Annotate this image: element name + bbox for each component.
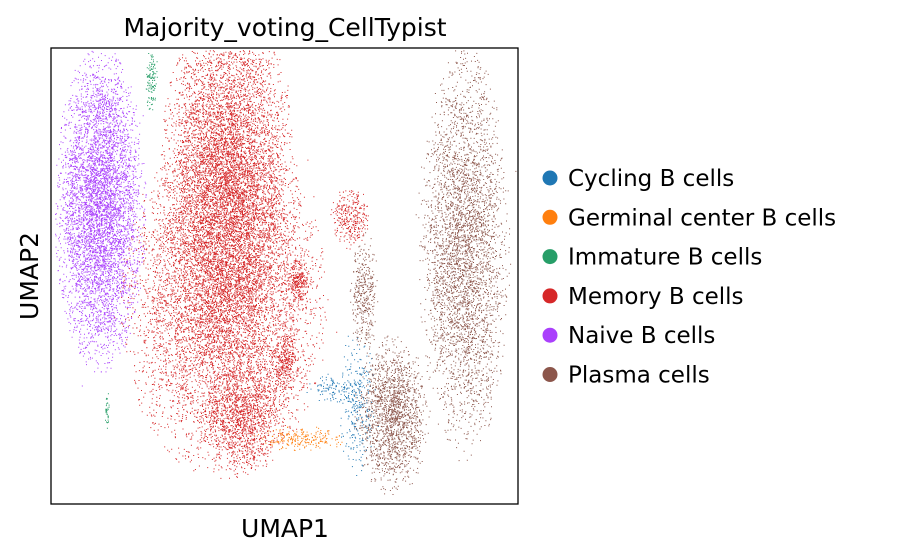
legend-marker bbox=[542, 327, 558, 343]
legend-label: Cycling B cells bbox=[568, 166, 734, 192]
legend-label: Germinal center B cells bbox=[568, 205, 836, 231]
scatter-point-cloud bbox=[306, 335, 379, 476]
legend-marker bbox=[542, 249, 558, 265]
legend-label: Naive B cells bbox=[568, 323, 715, 349]
legend: Cycling B cells Germinal center B cells Im… bbox=[542, 166, 836, 389]
scatter-points bbox=[55, 50, 517, 496]
scatter-point-cloud bbox=[349, 50, 517, 496]
plot-frame bbox=[50, 47, 519, 505]
series-naive-b-cells bbox=[55, 50, 147, 387]
scatter-point-cloud bbox=[253, 426, 343, 451]
legend-label: Plasma cells bbox=[568, 363, 710, 389]
series-germinal-center-b-cells bbox=[253, 426, 343, 451]
chart-title: Majority_voting_CellTypist bbox=[123, 13, 446, 42]
legend-marker bbox=[542, 170, 558, 186]
y-axis-label: UMAP2 bbox=[15, 232, 44, 320]
legend-label: Memory B cells bbox=[568, 284, 744, 310]
legend-marker bbox=[542, 288, 558, 304]
scatter-point-cloud bbox=[114, 50, 369, 479]
x-axis-label: UMAP1 bbox=[241, 514, 329, 543]
legend-label: Immature B cells bbox=[568, 245, 762, 271]
series-memory-b-cells bbox=[114, 50, 369, 479]
series-plasma-cells bbox=[349, 50, 517, 496]
legend-marker bbox=[542, 209, 558, 225]
legend-marker bbox=[542, 367, 558, 382]
scatter-point-cloud bbox=[55, 50, 147, 387]
series-cycling-b-cells bbox=[306, 335, 379, 476]
